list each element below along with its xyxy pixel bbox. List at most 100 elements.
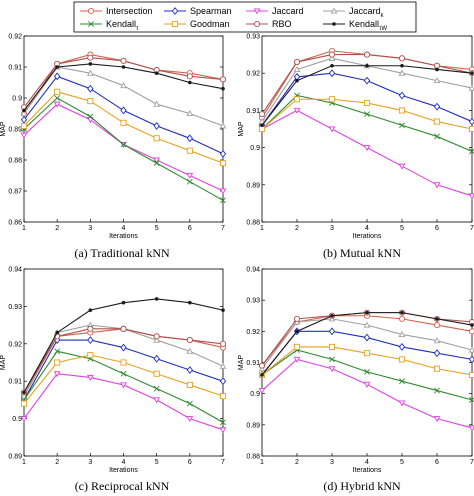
legend-marker <box>87 7 95 15</box>
data-point <box>468 328 474 335</box>
data-point <box>186 416 194 423</box>
legend-marker <box>171 7 179 15</box>
data-point <box>186 347 194 354</box>
x-tick-label: 2 <box>55 459 59 466</box>
data-point <box>186 147 193 154</box>
data-point <box>398 315 406 322</box>
data-point <box>120 359 127 366</box>
data-point <box>53 371 61 378</box>
data-point <box>328 126 336 133</box>
y-tick-label: 0.89 <box>8 454 22 461</box>
data-point <box>219 340 227 347</box>
data-point <box>328 51 336 58</box>
y-tick-label: 0.92 <box>8 34 22 41</box>
data-point <box>53 101 61 108</box>
x-tick-label: 7 <box>221 225 225 232</box>
legend-label-subscript: k <box>381 13 385 19</box>
data-point <box>88 62 93 66</box>
data-point <box>328 366 336 373</box>
legend-box <box>73 1 417 33</box>
data-point <box>399 378 405 385</box>
data-point <box>87 325 94 332</box>
data-point <box>363 145 371 152</box>
data-point <box>121 300 126 305</box>
panel-caption: (c) Reciprocal kNN <box>75 479 170 493</box>
legend-label: Jaccard <box>272 6 304 16</box>
x-tick-label: 3 <box>88 225 92 232</box>
series-line <box>23 91 224 164</box>
data-point <box>398 400 406 407</box>
plot-frame <box>23 35 224 223</box>
data-point <box>400 63 404 68</box>
data-point <box>398 356 406 363</box>
data-point <box>433 77 441 84</box>
data-point <box>293 356 301 363</box>
data-point <box>219 362 227 369</box>
y-tick-label: 0.88 <box>246 454 260 461</box>
legend-marker <box>253 20 261 28</box>
data-point <box>88 308 93 312</box>
data-point <box>330 313 334 318</box>
data-point <box>120 106 127 115</box>
x-tick-label: 5 <box>155 225 159 232</box>
series-kendall-tau-w <box>260 63 474 128</box>
data-point <box>434 133 440 140</box>
data-point <box>120 141 127 148</box>
data-point <box>188 80 192 85</box>
data-point <box>468 346 474 353</box>
data-point <box>363 333 371 342</box>
y-tick-label: 0.92 <box>246 71 260 78</box>
y-tick-label: 0.91 <box>8 379 22 386</box>
data-point <box>295 329 299 334</box>
y-tick-label: 0.93 <box>8 304 22 311</box>
data-point <box>468 193 474 200</box>
data-point <box>153 135 160 142</box>
y-tick-label: 0.94 <box>8 267 22 274</box>
legend-marker <box>171 20 179 28</box>
legend-entry-rbo: RBO <box>246 19 292 29</box>
series-line <box>23 66 224 127</box>
x-tick-label: 3 <box>330 225 334 232</box>
legend-marker <box>330 7 338 14</box>
panels: 0.860.870.880.890.90.910.921 2 3 4 5 6 7Iterat… <box>0 34 474 493</box>
data-point <box>186 400 193 407</box>
series-goodman <box>20 351 227 407</box>
y-tick-label: 0.86 <box>8 220 22 227</box>
data-point <box>363 381 371 388</box>
series-kendall-tau <box>259 347 474 403</box>
data-point <box>153 354 160 363</box>
data-point <box>22 390 26 395</box>
data-point <box>153 157 161 164</box>
data-point <box>328 54 336 61</box>
series-goodman <box>258 96 474 133</box>
series-goodman <box>20 88 227 167</box>
data-point <box>20 109 28 117</box>
series-kendall-tau-w <box>260 310 474 377</box>
x-tick-label: 7 <box>470 459 474 466</box>
data-point <box>468 125 474 133</box>
x-tick-label: 5 <box>400 225 404 232</box>
legend-label: KendallτW <box>349 19 387 32</box>
data-point <box>20 132 28 139</box>
data-point <box>398 343 406 351</box>
y-tick-label: 0.9 <box>250 145 260 152</box>
data-point <box>120 343 127 352</box>
data-point <box>435 317 439 321</box>
data-point <box>328 69 336 78</box>
data-point <box>188 300 192 305</box>
data-point <box>87 84 94 93</box>
x-tick-label: 1 <box>22 459 26 466</box>
y-tick-label: 0.91 <box>8 65 22 72</box>
x-tick-label: 6 <box>435 225 439 232</box>
data-point <box>219 149 227 158</box>
x-tick-label: 5 <box>155 459 159 466</box>
series-line <box>23 373 224 431</box>
data-point <box>260 123 264 128</box>
data-point <box>186 178 193 185</box>
data-point <box>186 381 193 388</box>
data-point <box>220 419 226 426</box>
legend-entry-kendall-tau-w: KendallτW <box>323 19 387 32</box>
data-point <box>186 337 193 344</box>
data-point <box>468 371 474 379</box>
x-axis-label: Iterations <box>109 467 138 474</box>
